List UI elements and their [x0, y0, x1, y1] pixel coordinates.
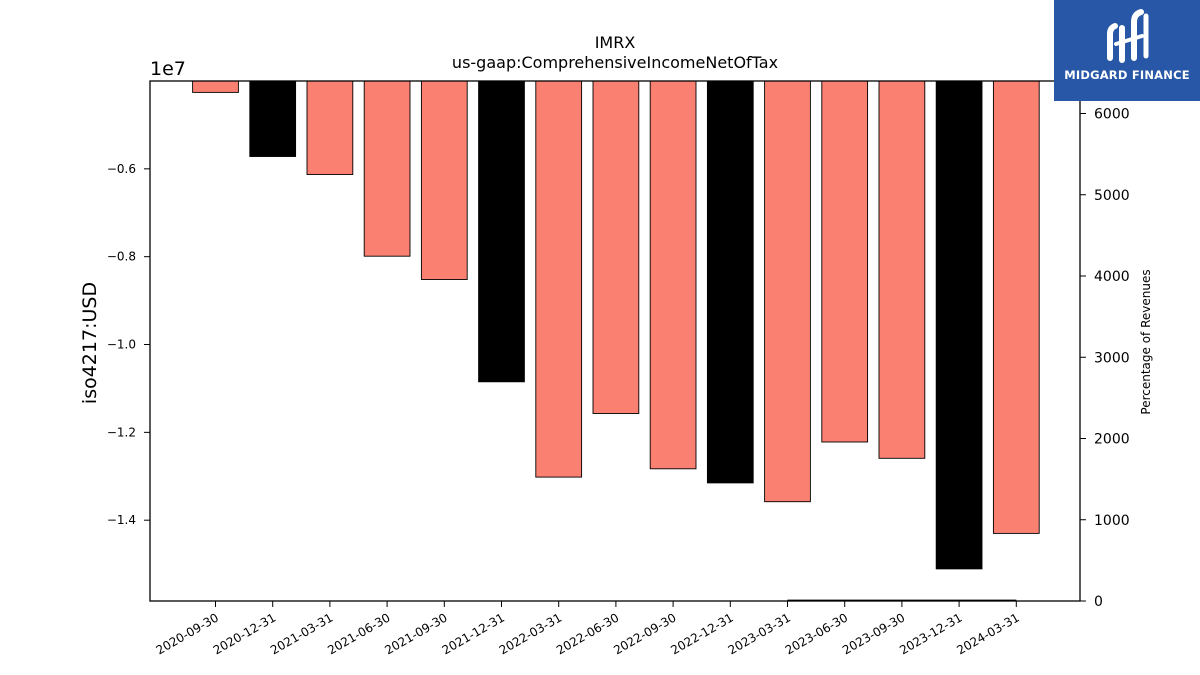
- y2-tick-label: 4000: [1094, 269, 1130, 285]
- x-tick-label: 2020-12-31: [211, 610, 278, 657]
- logo-mark-icon: [1107, 9, 1149, 63]
- y-axis: −1.4 −1.2 −1.0 −0.8 −0.6: [107, 162, 150, 527]
- x-tick-label: 2023-03-31: [726, 610, 793, 657]
- x-tick-label: 2023-06-30: [783, 610, 850, 657]
- plot-frame: [149, 80, 1081, 602]
- y-tick-label: −1.0: [107, 338, 136, 352]
- bar-2021-06-30: [363, 80, 411, 257]
- y-tick-label: −0.8: [107, 250, 136, 264]
- bar-2022-06-30: [592, 80, 640, 414]
- bar-2020-09-30: [192, 80, 239, 93]
- x-tick-label: 2024-03-31: [954, 610, 1021, 657]
- y2-tick-label: 3000: [1094, 350, 1130, 366]
- x-tick-label: 2023-12-31: [897, 610, 964, 657]
- bar-2021-03-31: [306, 80, 354, 175]
- y2-tick-label: 6000: [1094, 107, 1130, 123]
- y2-tick-label: 0: [1094, 594, 1103, 610]
- bar-2021-12-31: [478, 80, 525, 383]
- bar-2023-12-31: [935, 80, 983, 570]
- chart-subtitle: us-gaap:ComprehensiveIncomeNetOfTax: [452, 53, 778, 72]
- x-tick-label: 2021-12-31: [440, 610, 507, 657]
- bars-group: [192, 80, 1040, 570]
- bar-2022-03-31: [535, 80, 583, 478]
- y2-tick-label: 5000: [1094, 188, 1130, 204]
- y-tick-label: −0.6: [107, 162, 136, 176]
- y-offset-label: 1e7: [150, 58, 186, 80]
- y2-tick-label: 1000: [1094, 513, 1130, 529]
- bar-2024-03-31: [992, 80, 1040, 534]
- chart-title: IMRX: [595, 33, 636, 52]
- bar-2023-09-30: [878, 80, 926, 459]
- x-tick-label: 2021-03-31: [268, 610, 335, 657]
- x-axis: 2020-09-302020-12-312021-03-312021-06-30…: [154, 601, 1022, 657]
- x-tick-label: 2022-03-31: [497, 610, 564, 657]
- x-tick-label: 2020-09-30: [154, 610, 221, 657]
- bar-2022-09-30: [649, 80, 697, 470]
- y-tick-label: −1.4: [107, 513, 136, 527]
- y-axis-label: iso4217:USD: [79, 282, 101, 404]
- brand-logo: MIDGARD FINANCE: [1054, 0, 1200, 101]
- bar-2020-12-31: [249, 80, 297, 157]
- x-tick-label: 2022-09-30: [611, 610, 678, 657]
- y-tick-label: −1.2: [107, 425, 136, 439]
- y2-axis: 0 1000 2000 3000 4000 5000 6000: [1080, 107, 1130, 610]
- bar-2021-09-30: [420, 80, 468, 280]
- x-tick-label: 2022-12-31: [668, 610, 735, 657]
- x-tick-label: 2021-09-30: [382, 610, 449, 657]
- bar-2023-06-30: [821, 80, 869, 443]
- x-tick-label: 2023-09-30: [840, 610, 907, 657]
- bar-2023-03-31: [764, 80, 811, 503]
- x-tick-label: 2021-06-30: [325, 610, 392, 657]
- x-tick-label: 2022-06-30: [554, 610, 621, 657]
- y2-tick-label: 2000: [1094, 432, 1130, 448]
- brand-name: MIDGARD FINANCE: [1064, 68, 1190, 82]
- bar-2022-12-31: [706, 80, 754, 484]
- y2-axis-label: Percentage of Revenues: [1139, 269, 1153, 414]
